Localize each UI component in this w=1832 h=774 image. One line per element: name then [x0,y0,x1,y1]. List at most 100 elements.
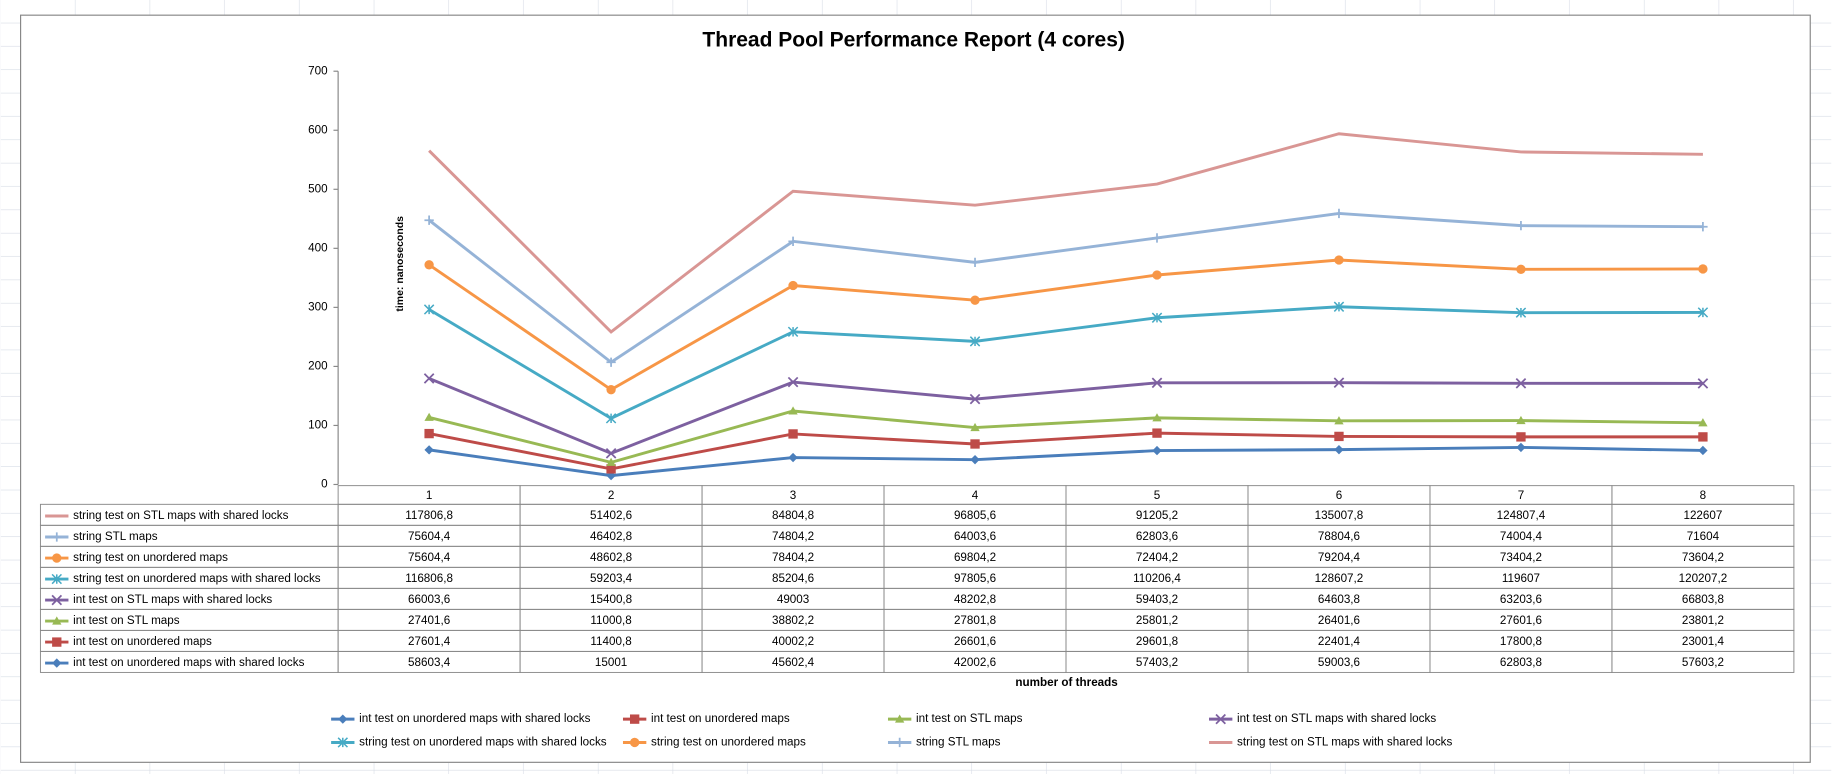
table-row-label: int test on unordered maps [73,635,212,648]
y-tick-label: 300 [308,300,328,313]
table-value: 91205,2 [1136,509,1178,522]
table-value: 48602,8 [590,551,632,564]
table-value: 84804,8 [772,509,814,522]
table-value: 79204,4 [1318,551,1361,564]
marker [1152,270,1162,280]
table-value: 78404,2 [772,551,814,564]
table-value: 97805,6 [954,572,996,585]
y-tick-label: 600 [308,123,328,136]
table-row-label: string STL maps [73,530,158,543]
marker [423,304,435,315]
marker [1698,432,1708,442]
marker [424,215,434,225]
table-row-label: int test on STL maps with shared locks [73,593,272,606]
table-value: 51402,6 [590,509,632,522]
table-value: 15400,8 [590,593,632,606]
marker [1151,377,1163,389]
marker [788,452,798,463]
table-value: 75604,4 [408,551,451,564]
table-value: 57403,2 [1136,656,1178,669]
table-value: 62803,6 [1136,530,1178,543]
marker [1333,377,1345,388]
marker [424,445,434,455]
marker [1152,445,1162,456]
marker [606,457,616,466]
table-value: 66803,8 [1682,593,1724,606]
marker [606,464,616,474]
table-value: 63203,6 [1500,593,1542,606]
table-value: 71604 [1687,530,1720,543]
marker [787,326,799,338]
legend-label: string test on unordered maps [651,736,806,749]
marker [969,393,981,405]
series-line [428,132,1703,334]
legend-label: string test on unordered maps with share… [359,736,607,749]
y-tick-label: 500 [308,182,328,195]
table-value: 22401,4 [1318,635,1361,648]
x-tick-label: 7 [1518,489,1524,502]
legend-label: int test on STL maps [916,712,1023,725]
table-value: 73404,2 [1500,551,1542,564]
marker [1334,208,1344,219]
table-value: 49003 [777,593,809,606]
marker [423,373,435,384]
legend-marker [894,737,905,748]
x-tick-label: 5 [1154,489,1160,502]
legend-marker [1215,713,1226,725]
series-line [428,305,1703,421]
table-value: 116806,8 [405,572,453,585]
table-value: 11400,8 [590,635,631,648]
marker [424,412,434,421]
marker [605,413,617,424]
legend-marker [51,573,62,585]
table-row-label: int test on unordered maps with shared l… [73,656,304,669]
y-tick-label: 100 [308,419,328,432]
x-tick-label: 3 [790,489,796,502]
marker [1516,264,1526,275]
marker [1334,416,1344,425]
table-value: 64603,8 [1318,593,1360,606]
table-value: 15001 [595,656,627,669]
legend-marker [52,658,62,668]
table-row-label: string test on STL maps with shared lock… [73,509,288,522]
marker [1515,307,1527,318]
table-value: 58603,4 [408,656,451,669]
x-tick-label: 2 [608,489,614,502]
marker [1516,415,1526,425]
table-value: 27801,8 [954,614,996,627]
series-line [428,258,1703,392]
legend-marker [338,714,348,724]
table-value: 66003,6 [408,593,450,606]
table-value: 128607,2 [1315,572,1364,585]
legend-marker [52,553,62,563]
marker [788,406,798,415]
table-value: 75604,4 [408,530,451,543]
table-value: 48202,8 [954,593,996,606]
y-tick-label: 200 [308,359,328,372]
marker [969,336,981,347]
table-value: 59403,2 [1136,593,1178,606]
table-value: 74804,2 [772,530,814,543]
series-line [428,409,1703,464]
table-value: 64003,6 [954,530,996,543]
marker [424,260,434,270]
marker [1516,220,1526,231]
x-axis-label: number of threads [1015,676,1117,689]
series-line [428,431,1703,471]
y-tick-label: 400 [308,241,328,254]
table-value: 29601,8 [1136,635,1178,648]
x-tick-label: 1 [426,489,432,502]
table-value: 40002,2 [772,635,814,648]
marker [787,376,799,388]
legend-marker [629,737,640,748]
chart-frame [20,14,1811,763]
marker [1333,301,1345,312]
table-value: 11000,8 [590,614,631,627]
table-value: 59203,4 [590,572,633,585]
table-value: 74004,4 [1500,530,1543,543]
marker [1334,444,1344,455]
table-cell [1611,503,1795,526]
table-value: 45602,4 [772,656,815,669]
legend-marker [337,737,349,748]
